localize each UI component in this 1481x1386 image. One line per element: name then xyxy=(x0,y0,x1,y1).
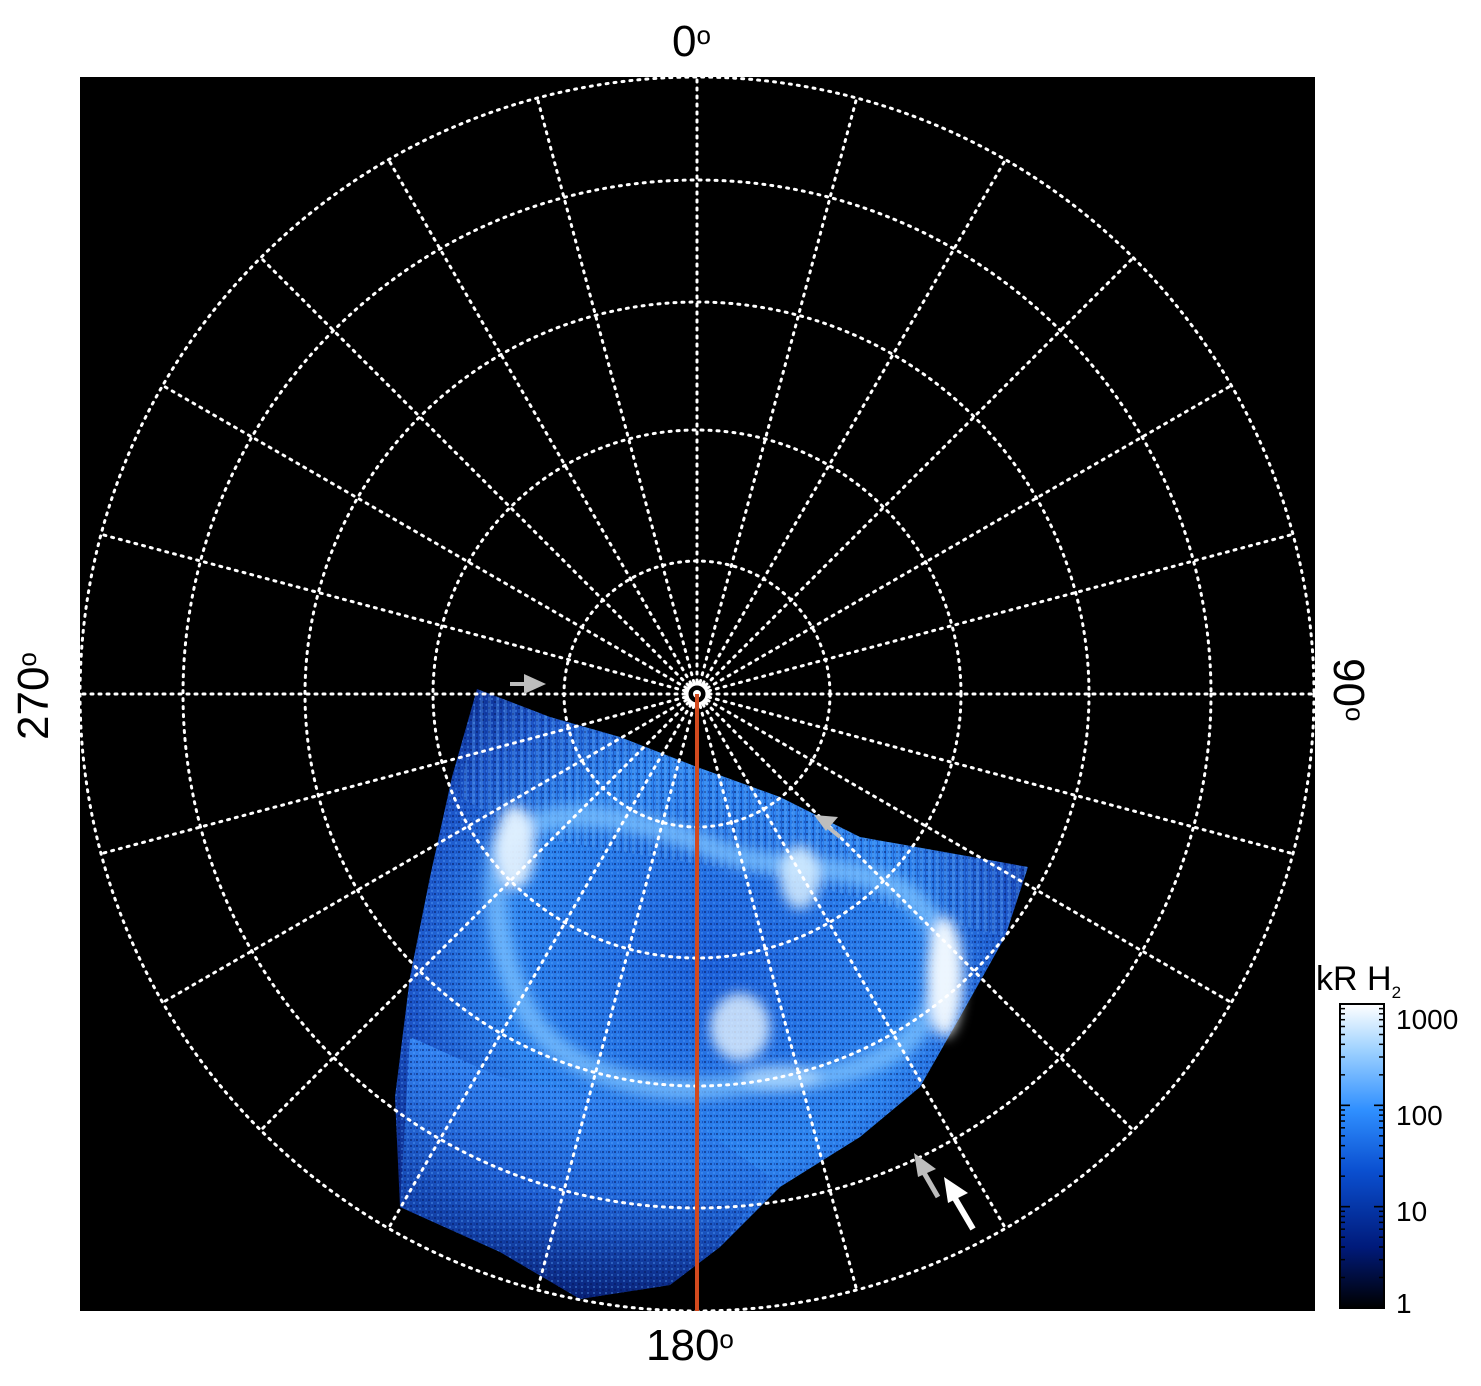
meridian-225 xyxy=(259,700,691,1132)
gray-arrow-lower xyxy=(914,1153,941,1199)
colorbar-tick-1: 1 xyxy=(1396,1288,1412,1319)
colorbar-tick-1000: 1000 xyxy=(1396,1004,1459,1035)
label-90-degrees: 90o xyxy=(1324,658,1373,722)
meridian-195 xyxy=(535,704,696,1292)
colorbar-ticks xyxy=(1340,1003,1384,1309)
meridian-240 xyxy=(161,698,689,1004)
meridian-15 xyxy=(698,96,859,684)
meridian-105 xyxy=(707,695,1295,856)
colorbar-title: kR H2 xyxy=(1316,960,1402,1002)
colorbar-tick-100: 100 xyxy=(1396,1100,1443,1131)
meridian-210 xyxy=(387,702,693,1230)
label-0-degrees: 0o xyxy=(672,17,711,66)
meridian-30 xyxy=(701,158,1007,686)
meridian-330 xyxy=(387,158,693,686)
meridian-315 xyxy=(259,256,691,688)
polar-auroral-map xyxy=(80,77,1315,1311)
gray-arrow-right xyxy=(814,815,842,839)
meridian-255 xyxy=(99,695,687,856)
auroral-oval-bright xyxy=(485,805,963,1100)
meridian-120 xyxy=(705,698,1233,1004)
colorbar-tick-10: 10 xyxy=(1396,1196,1428,1227)
meridian-150 xyxy=(701,702,1007,1230)
label-270-degrees: 270o xyxy=(9,652,58,740)
meridian-60 xyxy=(705,384,1233,690)
colorbar xyxy=(1339,1003,1385,1309)
longitude-grid-lines xyxy=(80,77,1315,1311)
meridian-300 xyxy=(161,384,689,690)
gray-arrow-left xyxy=(510,674,546,694)
meridian-75 xyxy=(707,532,1295,693)
meridian-345 xyxy=(535,96,696,684)
meridian-285 xyxy=(99,532,687,693)
meridian-45 xyxy=(703,256,1135,688)
meridian-165 xyxy=(698,704,859,1292)
label-180-degrees: 180o xyxy=(646,1321,734,1370)
white-arrow-lower xyxy=(944,1177,976,1231)
colorbar-gradient xyxy=(1339,1003,1385,1309)
meridian-135 xyxy=(703,700,1135,1132)
